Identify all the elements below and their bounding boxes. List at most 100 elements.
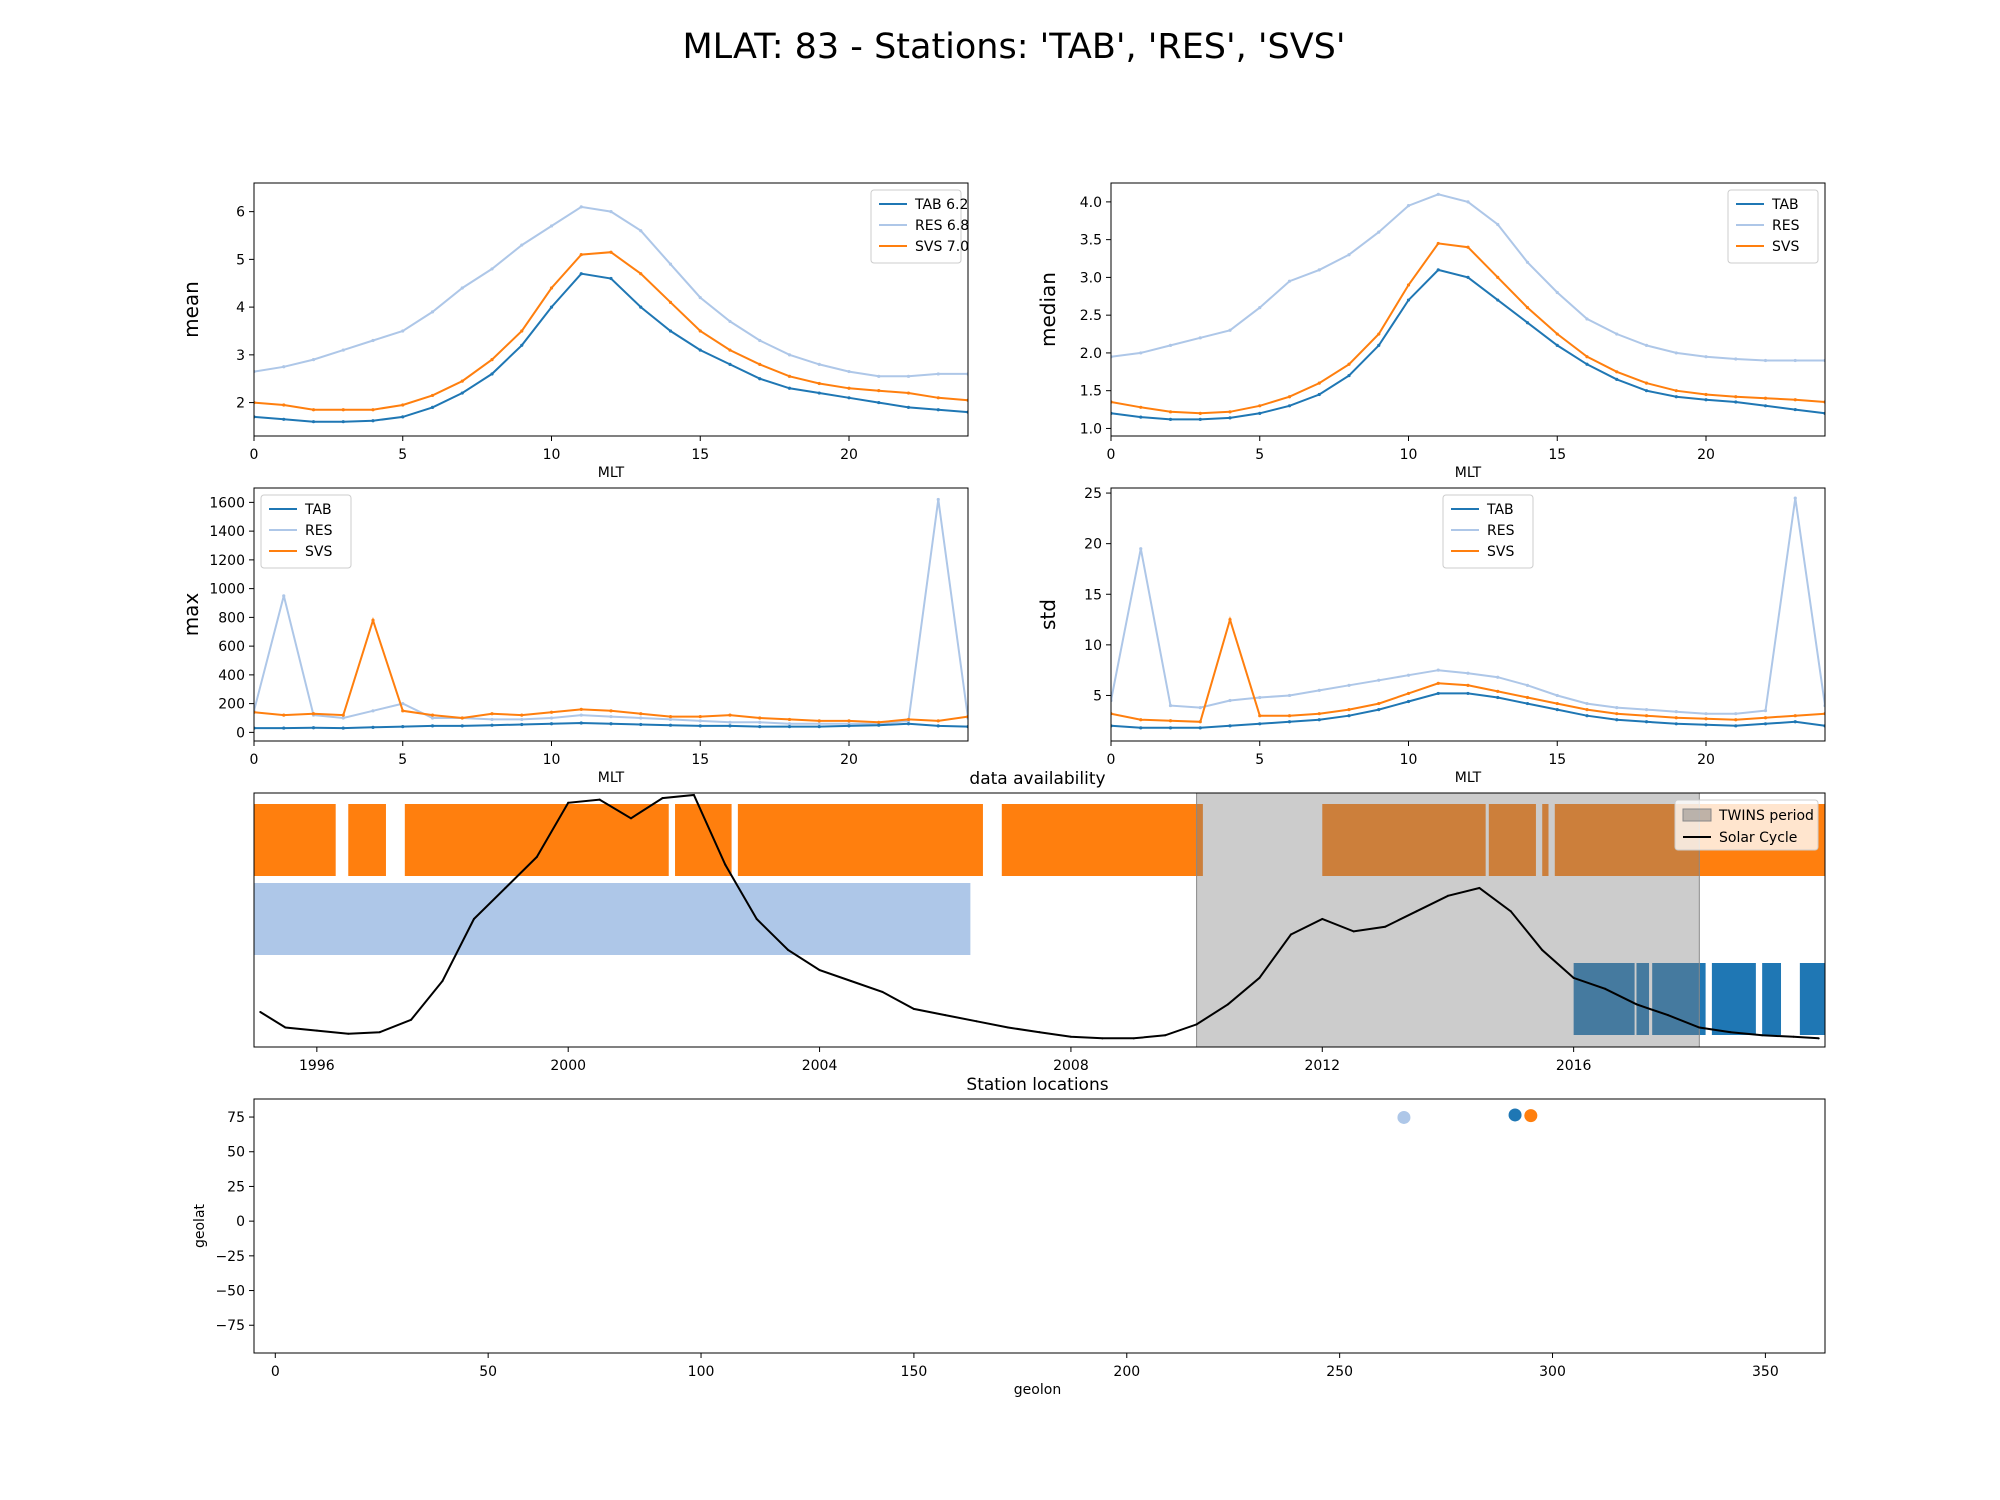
series-point <box>1704 398 1708 402</box>
series-point <box>490 267 494 271</box>
x-tick-label: 300 <box>1539 1364 1566 1380</box>
solar-cycle-point <box>535 856 538 858</box>
series-point <box>639 272 643 276</box>
series-point <box>1139 415 1143 419</box>
y-tick-label: 15 <box>1084 587 1102 603</box>
solar-cycle-point <box>755 918 758 920</box>
series-point <box>490 723 494 727</box>
solar-cycle-point <box>1132 1037 1135 1040</box>
solar-cycle-point <box>787 949 790 951</box>
series-point <box>1585 362 1589 366</box>
x-tick-label: 5 <box>1255 752 1264 768</box>
legend: TAB 6.2 RES 6.8 SVS 7.0 <box>870 189 969 264</box>
availability-bar-svs <box>1488 804 1536 876</box>
availability-bar-svs <box>1001 804 1203 876</box>
series-point <box>282 365 286 369</box>
solar-cycle-point <box>1289 933 1292 936</box>
series-point <box>1436 681 1440 685</box>
series-point <box>609 276 613 281</box>
series-point <box>787 386 792 390</box>
solar-cycle-point <box>284 1026 287 1029</box>
series-point <box>1763 404 1768 408</box>
y-tick-label: 3.0 <box>1080 270 1102 286</box>
series-point <box>847 724 851 728</box>
series-point <box>1198 336 1202 340</box>
series-point <box>728 348 732 352</box>
x-tick-label: 150 <box>901 1364 928 1380</box>
series-point <box>758 716 762 720</box>
series-point <box>1555 343 1559 347</box>
station-point-tab <box>1508 1108 1522 1122</box>
series-point <box>1258 714 1262 718</box>
series-point <box>311 358 316 362</box>
series-point <box>787 717 792 722</box>
legend-label: RES <box>1487 523 1515 539</box>
solar-cycle-point <box>944 1014 947 1017</box>
series-point <box>311 408 316 412</box>
y-tick-label: 1.5 <box>1080 384 1102 400</box>
series-point <box>847 386 851 390</box>
legend: TAB RES SVS <box>1442 494 1534 569</box>
series-point <box>1496 675 1500 679</box>
series-point <box>1436 192 1440 196</box>
solar-cycle-point <box>1195 1023 1198 1026</box>
series-point <box>1734 357 1738 361</box>
series-point <box>401 702 405 706</box>
legend-label: SVS <box>1772 239 1799 255</box>
series-point <box>817 719 821 723</box>
series-point <box>490 712 494 716</box>
series-point <box>668 717 673 722</box>
series-point <box>758 362 762 366</box>
twins-period-span <box>1196 792 1700 1048</box>
series-point <box>1258 411 1262 415</box>
series-point <box>1168 719 1173 723</box>
x-tick-label: 50 <box>479 1364 497 1380</box>
series-point <box>1347 708 1351 712</box>
series-point <box>609 709 613 713</box>
solar-cycle-point <box>378 1031 381 1034</box>
legend-label: SVS 7.0 <box>915 239 969 255</box>
series-point <box>460 391 464 395</box>
y-tick-label: 1000 <box>209 582 245 598</box>
y-tick-label: −50 <box>215 1284 245 1300</box>
series-point <box>1674 722 1678 726</box>
series-point <box>1347 714 1351 718</box>
panel-max: 0 5 10 15 2002004006008001000120014001600MLT… <box>179 487 969 786</box>
series-point <box>639 712 643 716</box>
solar-cycle-point <box>1038 1031 1041 1034</box>
series-point <box>341 726 345 730</box>
axes-frame <box>253 487 969 742</box>
series-point <box>1525 701 1530 706</box>
series-point <box>877 400 881 405</box>
series-point <box>639 716 643 720</box>
series-point <box>1406 691 1411 696</box>
series-point <box>1377 230 1381 234</box>
series-point <box>430 724 435 728</box>
x-tick-label: 2004 <box>802 1058 838 1074</box>
series-point <box>549 716 554 720</box>
series-point <box>1496 695 1500 700</box>
y-tick-label: 2 <box>236 396 245 412</box>
series-point <box>1287 714 1292 718</box>
solar-cycle-point <box>1007 1026 1010 1029</box>
series-point <box>1674 389 1678 393</box>
solar-cycle-point <box>661 797 664 800</box>
x-tick-label: 2000 <box>550 1058 586 1074</box>
solar-cycle-point <box>1352 930 1355 933</box>
solar-cycle-point <box>1792 1035 1795 1038</box>
series-point <box>1674 351 1678 355</box>
x-tick-label: 200 <box>1113 1364 1140 1380</box>
series-point <box>609 714 613 719</box>
x-axis-label: MLT <box>1455 770 1482 786</box>
series-point <box>1168 726 1173 730</box>
solar-cycle-point <box>1164 1034 1167 1037</box>
series-point <box>1704 712 1708 716</box>
series-point <box>1704 355 1708 359</box>
y-tick-label: 2.0 <box>1080 346 1102 362</box>
series-point <box>758 377 762 381</box>
x-tick-label: 5 <box>398 447 407 463</box>
availability-bar-svs <box>254 804 336 876</box>
solar-cycle-point <box>1258 976 1261 979</box>
solar-cycle-point <box>630 817 633 820</box>
